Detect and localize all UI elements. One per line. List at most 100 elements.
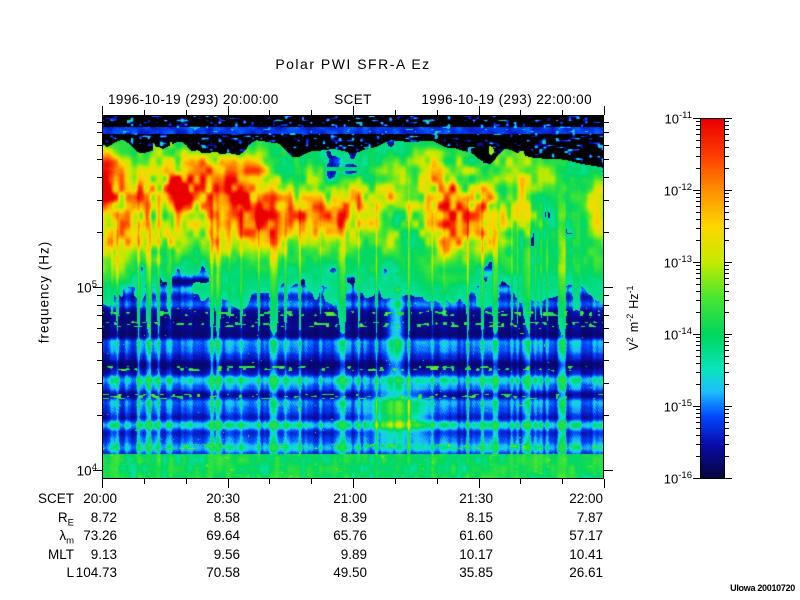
colorbar-minor-tick [725, 413, 729, 414]
x-axis-tick-top [604, 106, 605, 115]
colorbar-minor-tick [725, 417, 729, 418]
ephemeris-value: 65.76 [333, 528, 367, 543]
colorbar-minor-tick [696, 384, 700, 385]
colorbar-minor-tick [696, 193, 700, 194]
colorbar-minor-tick [696, 129, 700, 130]
colorbar-minor-tick [725, 125, 729, 126]
colorbar-tick-label: 10-11 [664, 110, 693, 127]
ephemeris-value: 9.56 [213, 547, 240, 562]
y-axis-tick [97, 177, 102, 178]
ephemeris-value: 22:00 [569, 491, 603, 506]
x-axis-tick-top [353, 106, 354, 115]
colorbar-minor-tick [696, 206, 700, 207]
colorbar-minor-tick [725, 422, 729, 423]
colorbar-minor-tick [696, 265, 700, 266]
ephemeris-value: 21:00 [333, 491, 367, 506]
colorbar-tick-label: 10-15 [663, 398, 692, 415]
ephemeris-value: 61.60 [459, 528, 493, 543]
colorbar-minor-tick [696, 456, 700, 457]
y-axis-tick [97, 305, 102, 306]
ephemeris-value: 20:00 [83, 491, 117, 506]
y-axis-tick-right [604, 145, 609, 146]
colorbar-minor-tick [696, 201, 700, 202]
colorbar-tick [693, 190, 700, 191]
colorbar-tick [693, 118, 700, 119]
y-axis-tick-right [604, 470, 613, 471]
y-axis-tick-right [604, 342, 609, 343]
ephemeris-value: 8.58 [213, 510, 240, 525]
colorbar-minor-tick [725, 140, 729, 141]
colorbar-minor-tick [696, 134, 700, 135]
colorbar-minor-tick [696, 350, 700, 351]
colorbar-tick [725, 478, 732, 479]
colorbar-minor-tick [725, 372, 729, 373]
spectrogram-plot [102, 115, 604, 479]
start-datetime-label: 1996-10-19 (293) 20:00:00 [108, 92, 279, 107]
y-axis-label: frequency (Hz) [36, 240, 52, 344]
colorbar-minor-tick [725, 356, 729, 357]
colorbar-minor-tick [725, 291, 729, 292]
colorbar-minor-tick [696, 284, 700, 285]
colorbar-tick [693, 478, 700, 479]
colorbar-minor-tick [696, 121, 700, 122]
colorbar-minor-tick [696, 197, 700, 198]
ephemeris-value: 70.58 [206, 565, 240, 580]
y-axis-tick [97, 232, 102, 233]
x-axis-tick [102, 479, 103, 488]
colorbar-tick [725, 334, 732, 335]
colorbar-minor-tick [725, 168, 729, 169]
colorbar-minor-tick [725, 278, 729, 279]
colorbar-minor-tick [725, 350, 729, 351]
ephemeris-value: 104.73 [75, 565, 117, 580]
ephemeris-row-label: λm [59, 528, 74, 547]
colorbar-unit-label: V2m-2Hz-1 [624, 285, 642, 351]
colorbar-minor-tick [696, 341, 700, 342]
x-axis-tick [562, 479, 563, 484]
colorbar-minor-tick [725, 134, 729, 135]
colorbar [700, 118, 725, 479]
x-axis-tick [604, 479, 605, 488]
x-axis-tick [520, 479, 521, 484]
y-axis-tick-right [604, 328, 609, 329]
ephemeris-value: 7.87 [576, 510, 603, 525]
colorbar-minor-tick [696, 345, 700, 346]
colorbar-minor-tick [725, 197, 729, 198]
colorbar-minor-tick [696, 147, 700, 148]
y-axis-tick [97, 315, 102, 316]
colorbar-tick [725, 190, 732, 191]
ephemeris-value: 26.61 [569, 565, 603, 580]
colorbar-minor-tick [696, 444, 700, 445]
y-axis-tick [97, 415, 102, 416]
x-axis-tick [228, 479, 229, 488]
colorbar-minor-tick [696, 228, 700, 229]
y-axis-tick-right [604, 360, 609, 361]
ephemeris-value: 73.26 [83, 528, 117, 543]
colorbar-minor-tick [725, 212, 729, 213]
colorbar-minor-tick [725, 284, 729, 285]
y-axis-tick [97, 122, 102, 123]
colorbar-minor-tick [725, 300, 729, 301]
x-axis-title: SCET [334, 92, 372, 107]
colorbar-minor-tick [725, 129, 729, 130]
y-axis-tick-right [604, 232, 609, 233]
x-axis-tick [353, 479, 354, 488]
colorbar-gradient [701, 119, 724, 478]
ephemeris-value: 9.89 [340, 547, 367, 562]
colorbar-minor-tick [725, 345, 729, 346]
y-axis-tick [93, 470, 102, 471]
ephemeris-value: 35.85 [459, 565, 493, 580]
colorbar-minor-tick [725, 156, 729, 157]
colorbar-minor-tick [725, 240, 729, 241]
y-axis-tick-right [604, 122, 609, 123]
colorbar-minor-tick [696, 417, 700, 418]
ephemeris-value: 69.64 [206, 528, 240, 543]
colorbar-minor-tick [696, 140, 700, 141]
ephemeris-row-label: L [66, 565, 74, 580]
ephemeris-value: 20:30 [206, 491, 240, 506]
x-axis-tick [311, 479, 312, 484]
y-axis-tick-right [604, 287, 613, 288]
colorbar-minor-tick [725, 428, 729, 429]
colorbar-minor-tick [725, 384, 729, 385]
x-axis-tick-top [144, 110, 145, 115]
colorbar-minor-tick [696, 212, 700, 213]
